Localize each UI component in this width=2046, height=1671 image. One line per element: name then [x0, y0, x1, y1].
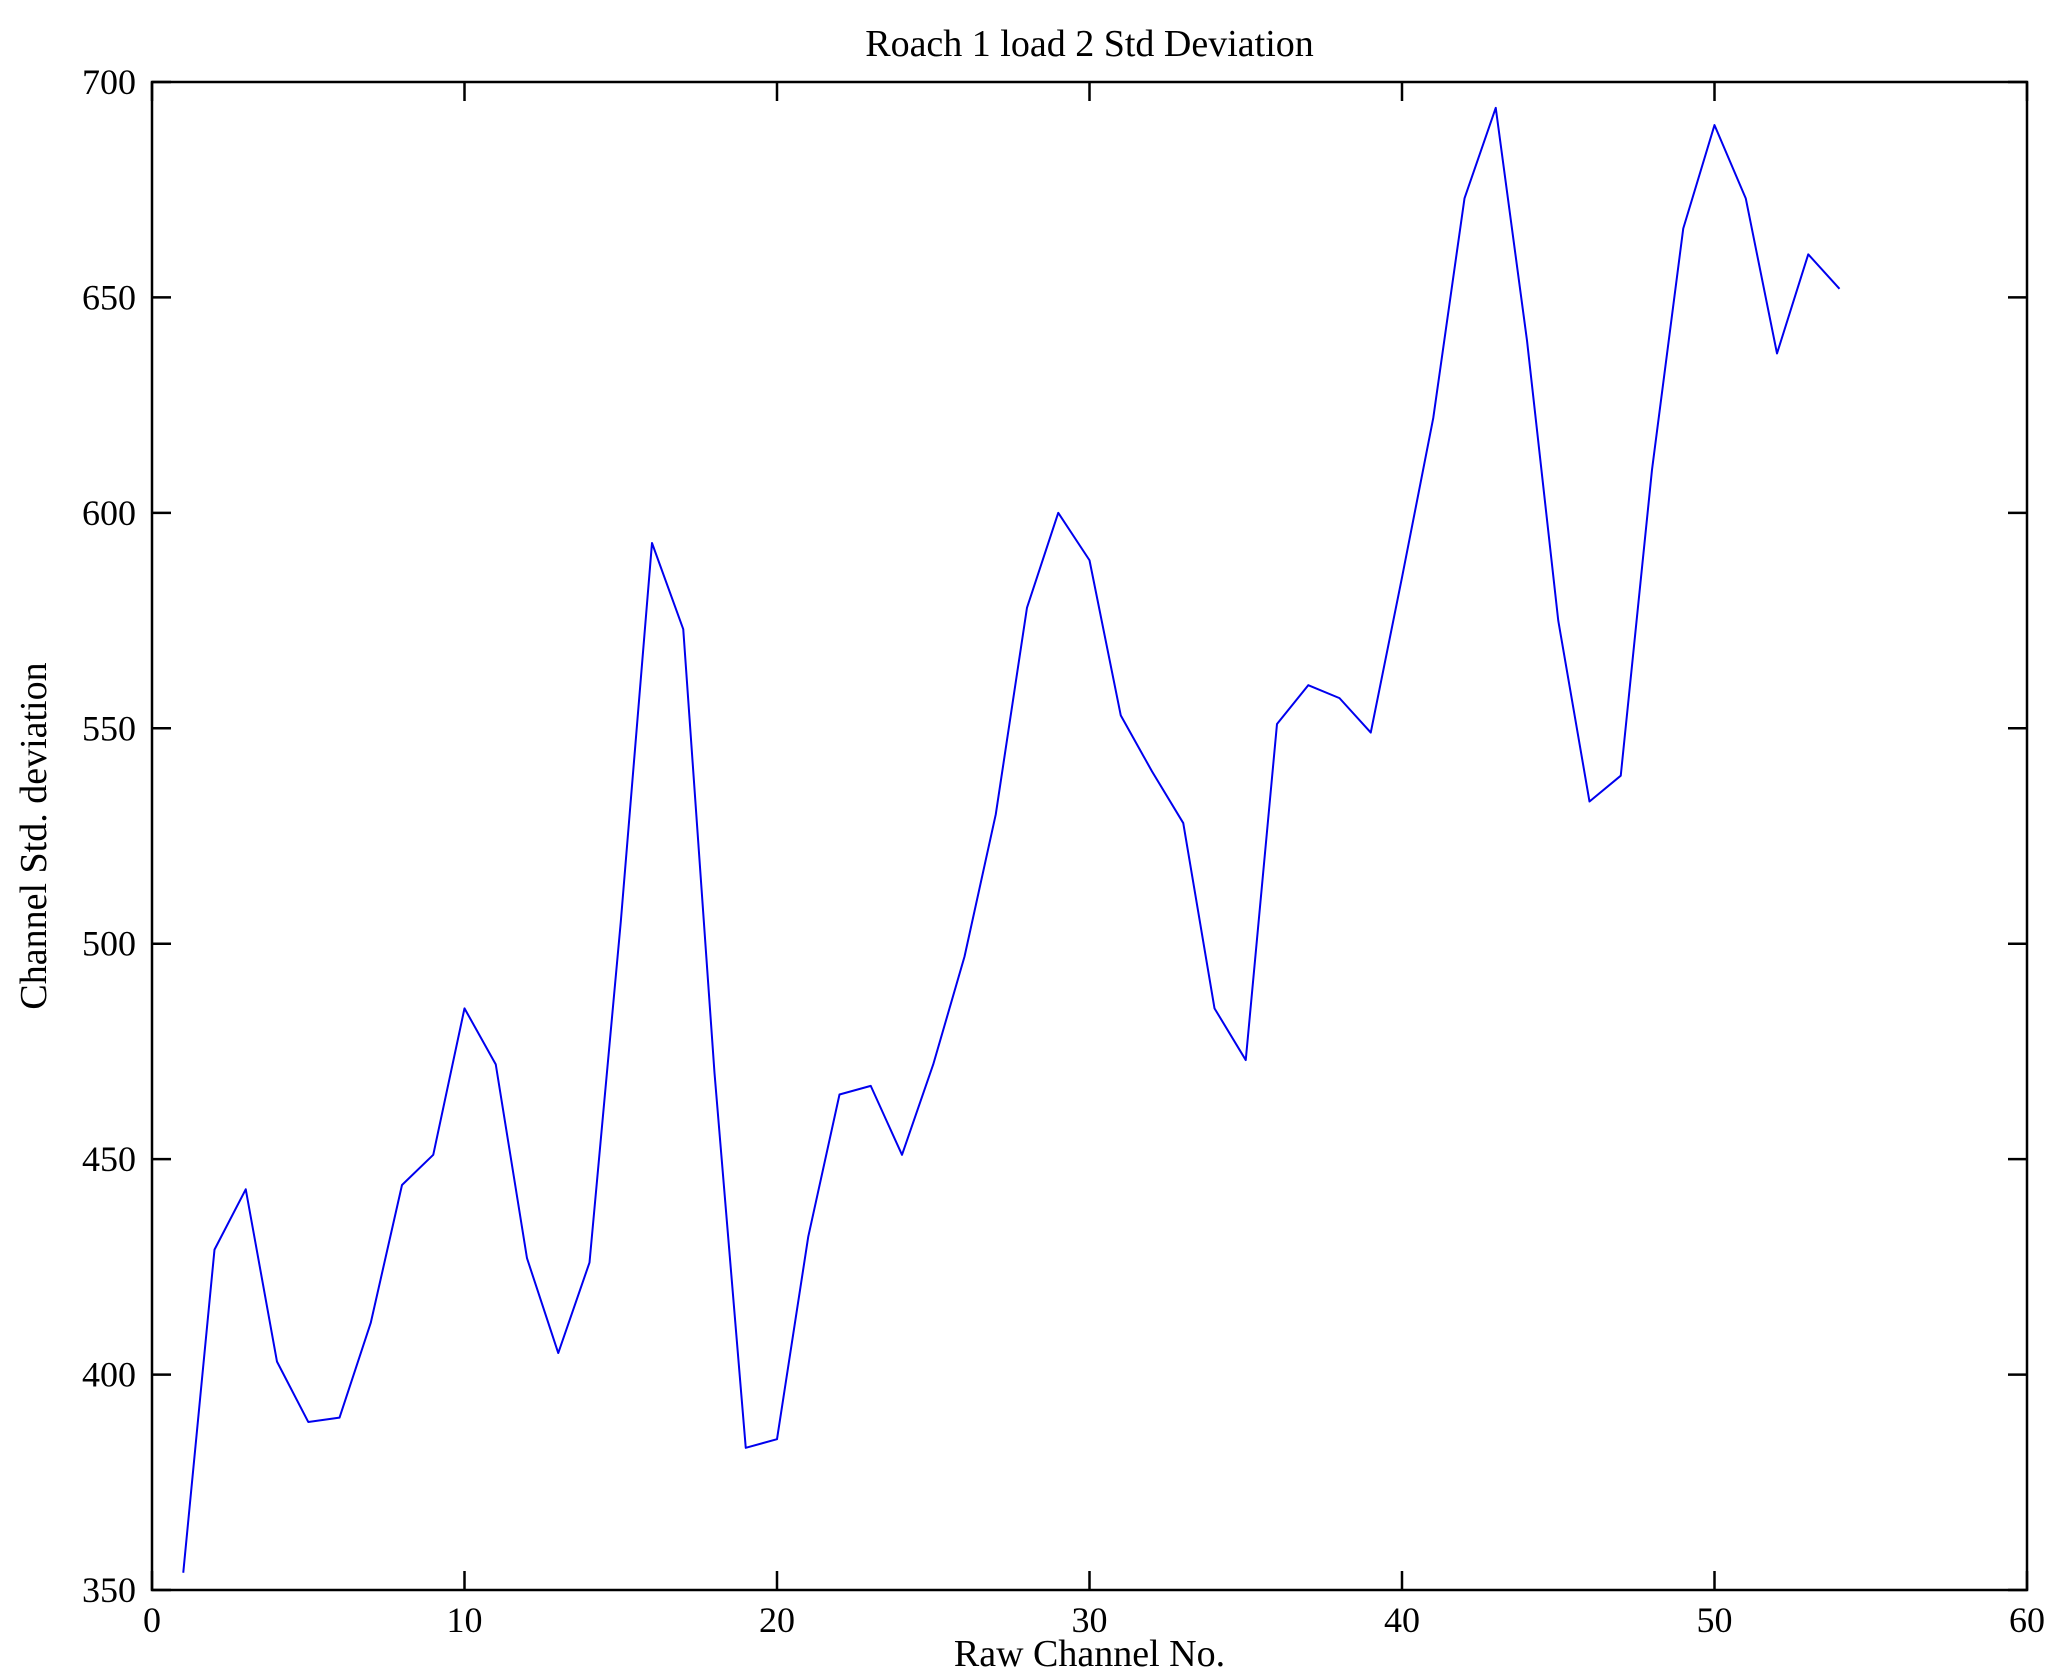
y-tick-label: 600: [82, 493, 136, 533]
y-tick-label: 500: [82, 924, 136, 964]
axes-frame: [150, 80, 2029, 1592]
x-tick-label: 10: [447, 1600, 483, 1640]
x-tick-label: 0: [143, 1600, 161, 1640]
y-tick-label: 350: [82, 1570, 136, 1610]
data-line: [182, 106, 1841, 1573]
y-tick-label: 700: [82, 62, 136, 102]
y-tick-label: 650: [82, 277, 136, 317]
y-tick-label: 400: [82, 1355, 136, 1395]
x-tick-label: 60: [2009, 1600, 2045, 1640]
x-tick-label: 30: [1072, 1600, 1108, 1640]
chart-title: Roach 1 load 2 Std Deviation: [865, 23, 1314, 65]
y-tick-label: 550: [82, 708, 136, 748]
y-tick-label: 450: [82, 1139, 136, 1179]
x-axis-label: Raw Channel No.: [953, 1633, 1226, 1671]
x-tick-label: 50: [1697, 1600, 1733, 1640]
x-tick-label: 40: [1384, 1600, 1420, 1640]
x-tick-label: 20: [759, 1600, 795, 1640]
